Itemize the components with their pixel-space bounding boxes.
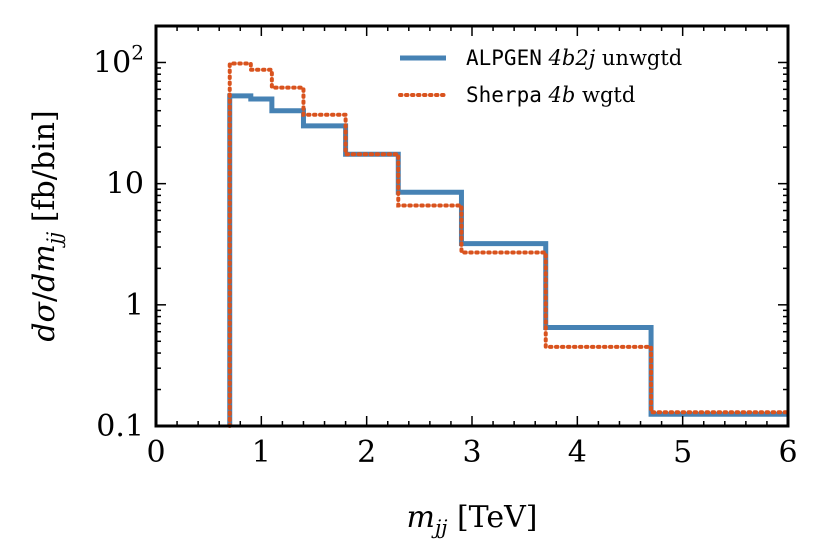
plot-frame xyxy=(154,24,790,428)
legend-label-0: ALPGEN 4b2j unwgtd xyxy=(466,46,682,70)
y-tick-label: 0.1 xyxy=(96,409,144,444)
x-tick-label: 2 xyxy=(357,435,376,470)
legend-label-1: Sherpa 4b wgtd xyxy=(466,83,635,107)
x-tick-label: 3 xyxy=(462,435,481,470)
y-axis-label: dσ/dmjj [fb/bin] xyxy=(27,110,66,341)
series-line-0 xyxy=(227,93,788,426)
x-tick-label: 1 xyxy=(252,435,271,470)
labels-layer: 0 1 2 3 4 5 6 0.1 1 10 102 mjj [TeV] dσ/dmjj [fb/bin… xyxy=(27,40,798,539)
x-tick-label: 5 xyxy=(673,435,692,470)
series-layer xyxy=(227,61,790,428)
legend: ALPGEN 4b2j unwgtd Sherpa 4b wgtd xyxy=(398,46,682,107)
y-tick-label: 1 xyxy=(125,288,144,323)
x-tick-label: 6 xyxy=(778,435,797,470)
x-tick-label: 4 xyxy=(568,435,587,470)
y-tick-label: 102 xyxy=(93,40,144,80)
series-line-1 xyxy=(227,61,790,428)
x-axis-label: mjj [TeV] xyxy=(407,500,538,539)
y-tick-label: 10 xyxy=(106,167,144,202)
x-tick-label: 0 xyxy=(146,435,165,470)
